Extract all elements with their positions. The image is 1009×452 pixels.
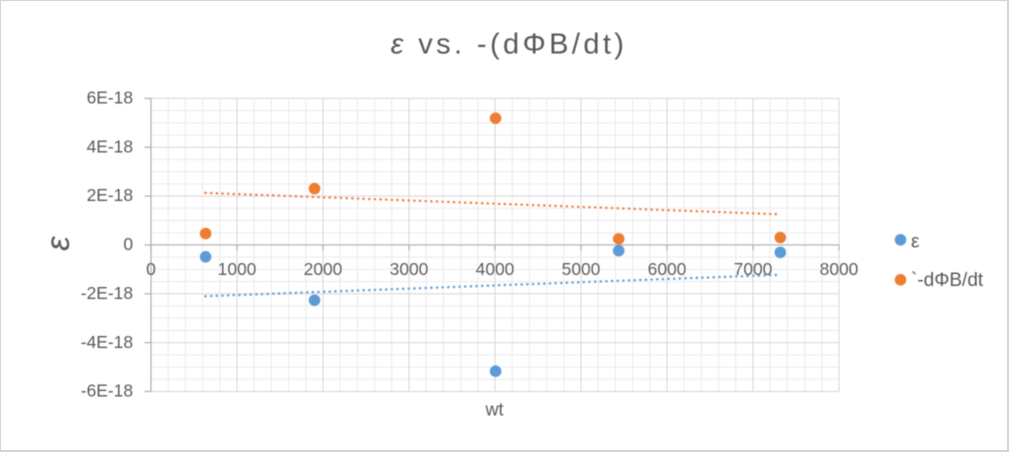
svg-text:3000: 3000 [390,259,429,279]
svg-text:-4E-18: -4E-18 [81,332,133,352]
svg-text:ε vs. -(dΦB/dt): ε vs. -(dΦB/dt) [391,28,628,60]
svg-text:5000: 5000 [562,259,601,279]
svg-text:-2E-18: -2E-18 [81,283,133,303]
svg-text:4E-18: 4E-18 [87,136,133,156]
svg-text:0: 0 [123,234,133,254]
svg-text:ε: ε [39,236,76,251]
svg-text:1000: 1000 [218,259,257,279]
svg-text:6E-18: 6E-18 [87,88,133,108]
svg-text:`-dΦB/dt: `-dΦB/dt [911,270,984,291]
svg-text:0: 0 [146,259,156,279]
svg-text:wt: wt [485,400,504,420]
svg-text:-6E-18: -6E-18 [81,381,133,401]
svg-text:ε: ε [911,232,920,253]
svg-text:7000: 7000 [734,259,773,279]
svg-text:6000: 6000 [648,259,687,279]
svg-text:2000: 2000 [304,259,343,279]
svg-text:2E-18: 2E-18 [87,185,133,205]
svg-text:8000: 8000 [820,259,859,279]
svg-text:4000: 4000 [476,259,515,279]
